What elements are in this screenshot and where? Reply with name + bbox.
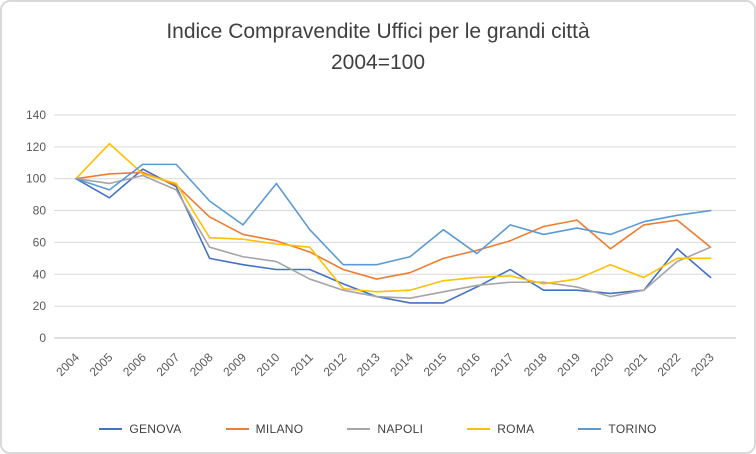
x-axis-tick-label: 2023	[688, 350, 717, 379]
x-axis-tick-label: 2018	[521, 350, 550, 379]
legend-item-napoli: NAPOLI	[347, 422, 423, 436]
legend-item-torino: TORINO	[578, 422, 656, 436]
x-axis-tick-label: 2020	[588, 350, 617, 379]
series-line-torino	[75, 163, 712, 266]
y-axis-tick-label: 40	[33, 267, 47, 281]
legend-line-swatch	[578, 428, 602, 430]
x-axis-tick-label: 2009	[220, 350, 249, 379]
y-axis-tick-label: 80	[33, 204, 47, 218]
x-axis-tick-label: 2008	[187, 350, 216, 379]
legend-label: TORINO	[608, 422, 657, 436]
chart-subtitle: 2004=100	[330, 51, 426, 74]
series-line-roma	[75, 142, 712, 293]
legend-item-genova: GENOVA	[99, 422, 181, 436]
x-axis-tick-label: 2010	[254, 350, 283, 379]
chart-title-block: Indice Compravendite Uffici per le grand…	[2, 16, 754, 78]
series-line-genova	[75, 168, 712, 304]
x-axis-tick-label: 2019	[554, 350, 583, 379]
x-axis-tick-label: 2012	[321, 350, 350, 379]
x-axis-tick-label: 2005	[87, 350, 116, 379]
x-axis-tick-label: 2022	[655, 350, 684, 379]
x-axis-tick-label: 2006	[120, 350, 149, 379]
legend-label: GENOVA	[129, 422, 182, 436]
y-axis-tick-label: 20	[33, 299, 47, 313]
legend-line-swatch	[99, 428, 123, 430]
y-axis-tick-label: 140	[26, 108, 46, 122]
chart-legend: GENOVA MILANO NAPOLI ROMA TORINO	[2, 422, 754, 436]
x-axis-tick-label: 2014	[387, 350, 416, 379]
y-axis-tick-label: 0	[39, 331, 46, 345]
x-axis-tick-label: 2016	[454, 350, 483, 379]
x-axis-tick-label: 2011	[288, 350, 316, 378]
legend-line-swatch	[347, 428, 371, 430]
y-axis-tick-label: 60	[33, 235, 47, 249]
legend-line-swatch	[225, 428, 249, 430]
x-axis-tick-label: 2013	[354, 350, 383, 379]
y-axis-tick-label: 100	[26, 172, 46, 186]
x-axis-tick-label: 2015	[421, 350, 450, 379]
legend-item-roma: ROMA	[467, 422, 534, 436]
series-line-napoli	[75, 174, 712, 299]
chart-title: Indice Compravendite Uffici per le grand…	[166, 20, 590, 43]
x-axis-tick-label: 2004	[53, 350, 82, 379]
legend-item-milano: MILANO	[225, 422, 304, 436]
legend-label: MILANO	[255, 422, 304, 436]
legend-label: ROMA	[497, 422, 535, 436]
legend-label: NAPOLI	[377, 422, 424, 436]
x-axis-tick-label: 2007	[154, 350, 183, 379]
y-axis-tick-label: 120	[26, 140, 46, 154]
series-line-milano	[75, 171, 712, 280]
x-axis-tick-label: 2021	[621, 350, 650, 379]
x-axis-tick-label: 2017	[488, 350, 517, 379]
legend-line-swatch	[467, 428, 491, 430]
